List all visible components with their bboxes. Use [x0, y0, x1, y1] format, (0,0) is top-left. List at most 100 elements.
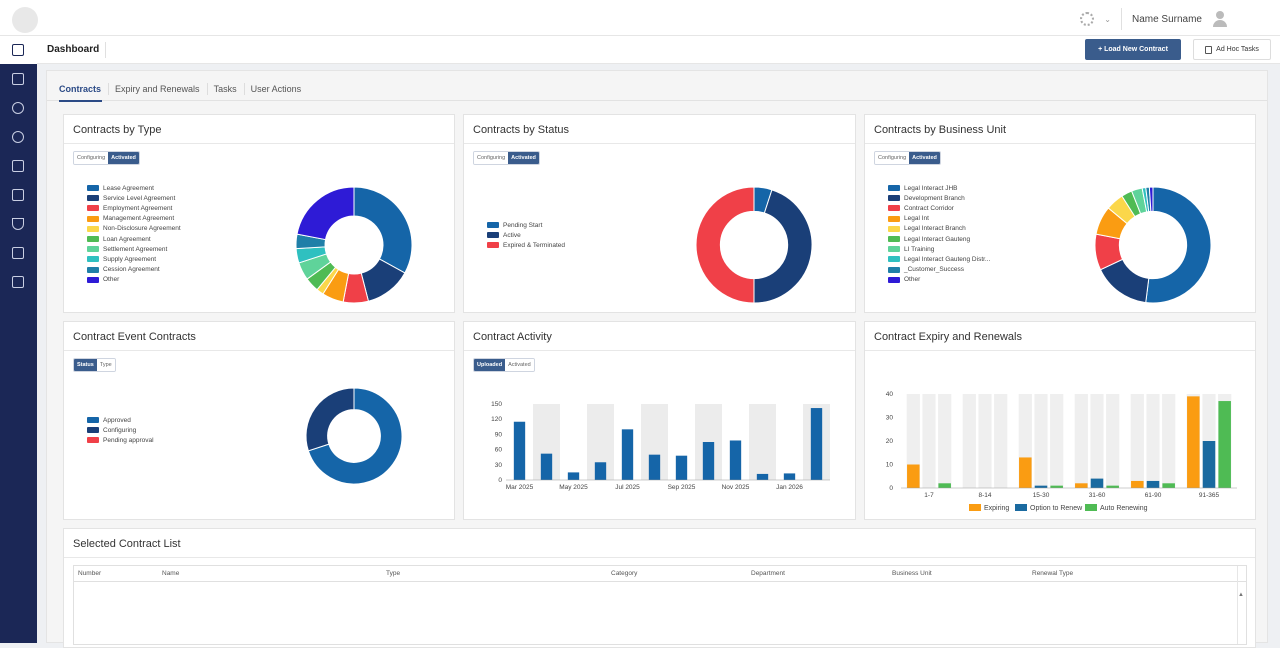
- column-header-category[interactable]: Category: [611, 570, 638, 577]
- legend-item[interactable]: Active: [487, 230, 565, 240]
- legend-item[interactable]: Legal Interact Branch: [888, 224, 990, 234]
- column-header-type[interactable]: Type: [386, 570, 401, 577]
- toggle-activated[interactable]: Activated: [909, 152, 940, 164]
- chevron-down-icon[interactable]: ⌄: [1104, 14, 1111, 24]
- legend-label[interactable]: Auto Renewing: [1100, 505, 1148, 512]
- bar[interactable]: [513, 421, 526, 480]
- list-icon[interactable]: [12, 247, 24, 259]
- bar[interactable]: [1050, 485, 1063, 488]
- donut-slice[interactable]: [695, 186, 755, 304]
- legend-item[interactable]: Legal Interact Gauteng: [888, 234, 990, 244]
- toggle-activated[interactable]: Activated: [505, 359, 534, 371]
- gear-icon[interactable]: [1080, 12, 1095, 26]
- bar[interactable]: [1034, 485, 1048, 488]
- tab-user-actions[interactable]: User Actions: [243, 71, 309, 101]
- column-header-business-unit[interactable]: Business Unit: [892, 570, 932, 577]
- legend-label[interactable]: Option to Renew: [1030, 505, 1083, 512]
- logo[interactable]: [12, 7, 38, 33]
- building-icon[interactable]: [12, 189, 24, 201]
- legend-item[interactable]: Cession Agreement: [87, 265, 181, 275]
- shield-icon[interactable]: [12, 131, 24, 143]
- legend-label[interactable]: Expiring: [984, 505, 1009, 512]
- legend-item[interactable]: Pending approval: [87, 435, 154, 445]
- tab-tasks[interactable]: Tasks: [206, 71, 244, 101]
- bar[interactable]: [810, 408, 823, 480]
- scrollbar[interactable]: ▲: [1237, 566, 1246, 644]
- buildings-icon[interactable]: [12, 160, 24, 172]
- donut-slice[interactable]: [1145, 186, 1212, 304]
- toggle-uploaded[interactable]: Uploaded: [474, 359, 506, 371]
- bar[interactable]: [756, 473, 769, 480]
- sidebar-item-dashboard[interactable]: [0, 36, 37, 64]
- bar[interactable]: [1106, 485, 1119, 488]
- bar[interactable]: [1162, 483, 1175, 488]
- user-name[interactable]: Name Surname: [1131, 13, 1202, 25]
- legend-item[interactable]: Development Branch: [888, 193, 990, 203]
- bar[interactable]: [621, 429, 634, 480]
- legend-item[interactable]: Lease Agreement: [87, 183, 181, 193]
- legend-item[interactable]: LI Training: [888, 244, 990, 254]
- toggle-status[interactable]: Status: [74, 359, 97, 371]
- legend-item[interactable]: Employment Agreement: [87, 203, 181, 213]
- donut-slice[interactable]: [1148, 186, 1154, 212]
- toggle-activated[interactable]: Activated: [508, 152, 539, 164]
- legend-item[interactable]: Non-Disclosure Agreement: [87, 224, 181, 234]
- legend-item[interactable]: Pending Start: [487, 220, 565, 230]
- bar[interactable]: [675, 455, 688, 480]
- bar[interactable]: [783, 473, 796, 480]
- bar[interactable]: [1075, 483, 1088, 488]
- bar[interactable]: [1090, 478, 1104, 488]
- bar[interactable]: [594, 462, 607, 480]
- tab-expiry-and-renewals[interactable]: Expiry and Renewals: [108, 71, 207, 101]
- toggle-type[interactable]: Type: [96, 359, 115, 371]
- tab-contracts[interactable]: Contracts: [59, 71, 108, 102]
- load-new-contract-button[interactable]: + Load New Contract: [1085, 39, 1181, 60]
- ad-hoc-tasks-button[interactable]: Ad Hoc Tasks: [1193, 39, 1271, 60]
- legend-item[interactable]: Approved: [87, 415, 154, 425]
- bar[interactable]: [1218, 401, 1231, 488]
- donut-slice[interactable]: [753, 189, 813, 304]
- user-avatar-icon[interactable]: [1212, 11, 1228, 27]
- bar[interactable]: [938, 483, 951, 488]
- donut-slice[interactable]: [296, 186, 355, 241]
- scroll-up-icon[interactable]: ▲: [1238, 592, 1244, 598]
- column-header-name[interactable]: Name: [162, 570, 180, 577]
- bar[interactable]: [729, 440, 742, 480]
- legend-item[interactable]: Settlement Agreement: [87, 244, 181, 254]
- legend-item[interactable]: Configuring: [87, 425, 154, 435]
- donut-slice[interactable]: [305, 387, 355, 452]
- legend-item[interactable]: Legal Interact JHB: [888, 183, 990, 193]
- bar[interactable]: [1019, 457, 1032, 488]
- cloud-upload-icon[interactable]: [12, 102, 24, 114]
- legend-item[interactable]: Management Agreement: [87, 214, 181, 224]
- legend-item[interactable]: Other: [888, 275, 990, 285]
- donut-slice[interactable]: [353, 186, 413, 274]
- bar[interactable]: [907, 464, 920, 489]
- bar[interactable]: [540, 453, 553, 480]
- bar[interactable]: [1187, 396, 1200, 488]
- bar[interactable]: [567, 472, 580, 480]
- legend-item[interactable]: Legal Int: [888, 214, 990, 224]
- document-icon[interactable]: [12, 73, 24, 85]
- bar[interactable]: [1131, 480, 1144, 488]
- bar[interactable]: [1202, 441, 1216, 488]
- column-header-department[interactable]: Department: [751, 570, 785, 577]
- column-header-number[interactable]: Number: [78, 570, 102, 577]
- legend-item[interactable]: Expired & Terminated: [487, 240, 565, 250]
- toggle-configuring[interactable]: Configuring: [875, 152, 910, 164]
- toggle-activated[interactable]: Activated: [108, 152, 139, 164]
- legend-item[interactable]: Legal Interact Gauteng Distr...: [888, 254, 990, 264]
- bar[interactable]: [648, 454, 661, 480]
- legend-item[interactable]: Loan Agreement: [87, 234, 181, 244]
- bar[interactable]: [702, 442, 715, 480]
- trend-icon[interactable]: [12, 276, 24, 288]
- legend-item[interactable]: Supply Agreement: [87, 254, 181, 264]
- legend-item[interactable]: Service Level Agreement: [87, 193, 181, 203]
- translate-icon[interactable]: [12, 218, 24, 230]
- legend-item[interactable]: Contract Corridor: [888, 203, 990, 213]
- toggle-configuring[interactable]: Configuring: [74, 152, 109, 164]
- column-header-renewal-type[interactable]: Renewal Type: [1032, 570, 1074, 577]
- bar[interactable]: [1146, 480, 1160, 488]
- legend-item[interactable]: _Customer_Success: [888, 265, 990, 275]
- toggle-configuring[interactable]: Configuring: [474, 152, 509, 164]
